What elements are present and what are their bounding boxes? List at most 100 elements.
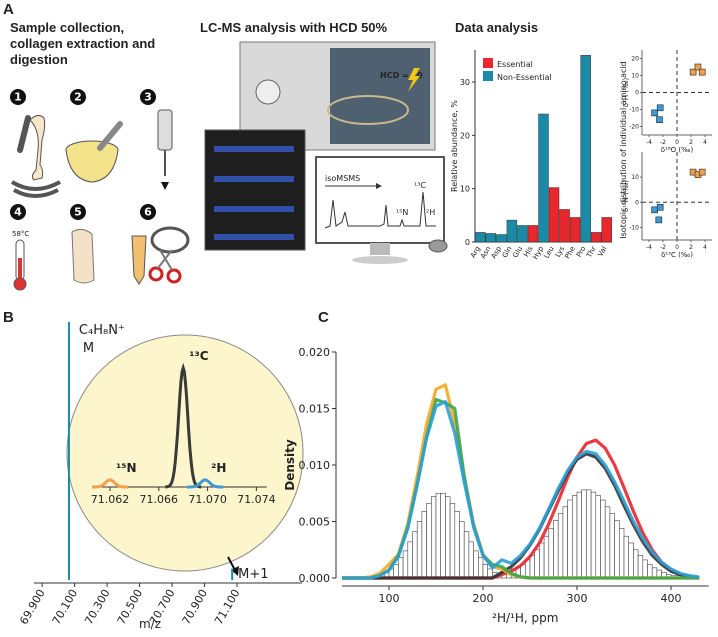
y-tick-label: 0 — [635, 199, 639, 206]
x-tick-label: 4 — [703, 244, 707, 251]
x-axis-label: δ¹⁸O (‰) — [661, 146, 694, 154]
hist-bar — [595, 495, 601, 579]
point — [656, 104, 664, 112]
hist-bar — [609, 513, 615, 579]
legend-label: Essential — [497, 60, 533, 69]
x-tick-label: 200 — [473, 592, 494, 605]
peak-label: ¹⁵N — [116, 461, 137, 475]
hist-bar — [618, 527, 625, 579]
step-number: 5 — [74, 206, 82, 219]
density-line — [342, 397, 700, 580]
hist-bar — [557, 513, 564, 579]
hist-bar — [647, 564, 653, 579]
hist-bar — [534, 549, 540, 579]
peak-label: M+1 — [238, 567, 268, 582]
bar — [548, 187, 560, 243]
hist-bar — [529, 555, 535, 579]
step-number: 6 — [144, 206, 152, 219]
x-axis-label: δ¹³C (‰) — [661, 251, 693, 259]
hist-bar — [590, 491, 597, 579]
heading: Sample collection, — [10, 20, 124, 35]
hist-bar — [412, 531, 418, 579]
hist-bar — [562, 506, 568, 579]
x-tick-label: 69.900 — [17, 587, 48, 627]
hist-bar — [440, 492, 446, 579]
hist-bar — [416, 521, 423, 579]
point — [694, 63, 702, 71]
bar — [538, 113, 549, 243]
y-tick-label: 20 — [460, 131, 470, 140]
y-tick-label: 0.020 — [299, 346, 331, 359]
instrument: isoMSMS ¹³C ¹⁵N ²H HCD = 50 — [204, 41, 448, 264]
x-tick-label: Thr — [585, 245, 598, 260]
inset-circle — [66, 334, 304, 572]
thermometer-label: 58°C — [12, 230, 29, 238]
hist-bar — [581, 489, 587, 579]
heading: digestion — [10, 52, 68, 67]
bar — [569, 217, 581, 243]
hist-bar — [604, 506, 611, 579]
bar — [601, 217, 612, 243]
arrow-head — [231, 566, 239, 576]
heading: LC-MS analysis with HCD 50% — [200, 20, 388, 35]
heading: Data analysis — [455, 20, 538, 35]
density-line — [342, 383, 700, 580]
point — [656, 116, 663, 123]
hist-bar — [600, 499, 606, 579]
y-tick-label: -10 — [629, 107, 639, 114]
point — [651, 109, 658, 117]
y-tick-label: 20 — [631, 56, 639, 63]
hist-bar — [614, 520, 620, 579]
hist-bar — [543, 535, 550, 579]
y-tick-label: 0.010 — [299, 459, 331, 472]
hist-bar — [628, 542, 634, 579]
step-number: 3 — [144, 91, 152, 104]
hcd-label: HCD = 50 — [380, 71, 423, 80]
y-axis-label: Density — [283, 439, 297, 491]
hist-bar — [421, 511, 427, 579]
hist-bar — [548, 527, 554, 579]
x-tick-label: 4 — [703, 139, 707, 146]
hist-bar — [482, 564, 488, 579]
peak — [165, 362, 202, 489]
hist-bar — [553, 520, 559, 579]
x-tick-label: 70.300 — [82, 587, 113, 627]
shared-y-label: Isotopic distribution of individual amin… — [619, 61, 628, 238]
y-tick-label: 10 — [631, 174, 639, 181]
x-tick-label: -4 — [646, 244, 652, 251]
x-tick-label: 71.074 — [237, 493, 276, 506]
hist-bar — [445, 496, 451, 579]
step-number: 2 — [74, 91, 82, 104]
x-tick-label: 71.070 — [188, 493, 227, 506]
peak — [92, 478, 128, 489]
bar — [590, 232, 602, 243]
monitor-peak-label: ¹⁵N — [396, 208, 408, 217]
x-tick-label: -2 — [660, 139, 666, 146]
hist-bar — [459, 521, 465, 579]
panel-label: B — [3, 309, 14, 326]
y-tick-label: 30 — [460, 78, 470, 87]
x-tick-label: 71.100 — [212, 587, 243, 627]
hist-bar — [539, 542, 545, 579]
x-tick-label: -4 — [646, 139, 652, 146]
bar — [517, 225, 528, 243]
step-number: 4 — [14, 206, 22, 219]
hist-bar — [567, 499, 573, 579]
peak-label: ²H — [211, 461, 226, 475]
legend-swatch — [483, 58, 493, 68]
heading: collagen extraction and — [10, 36, 155, 51]
hist-bar — [435, 492, 441, 579]
y-axis-label: δ²H (‰) — [622, 78, 630, 108]
x-tick-label: 70.100 — [50, 587, 81, 627]
x-tick-label: 100 — [379, 592, 400, 605]
point — [651, 206, 658, 214]
hist-bar — [642, 559, 648, 579]
hist-bar — [426, 503, 432, 579]
x-tick-label: 0 — [675, 244, 679, 251]
x-tick-label: Leu — [543, 245, 556, 260]
x-tick-label: Glu — [511, 245, 524, 259]
hist-bar — [633, 549, 639, 579]
hist-bar — [468, 541, 474, 579]
y-tick-label: 0.000 — [299, 572, 331, 585]
x-tick-label: Gln — [501, 245, 514, 259]
